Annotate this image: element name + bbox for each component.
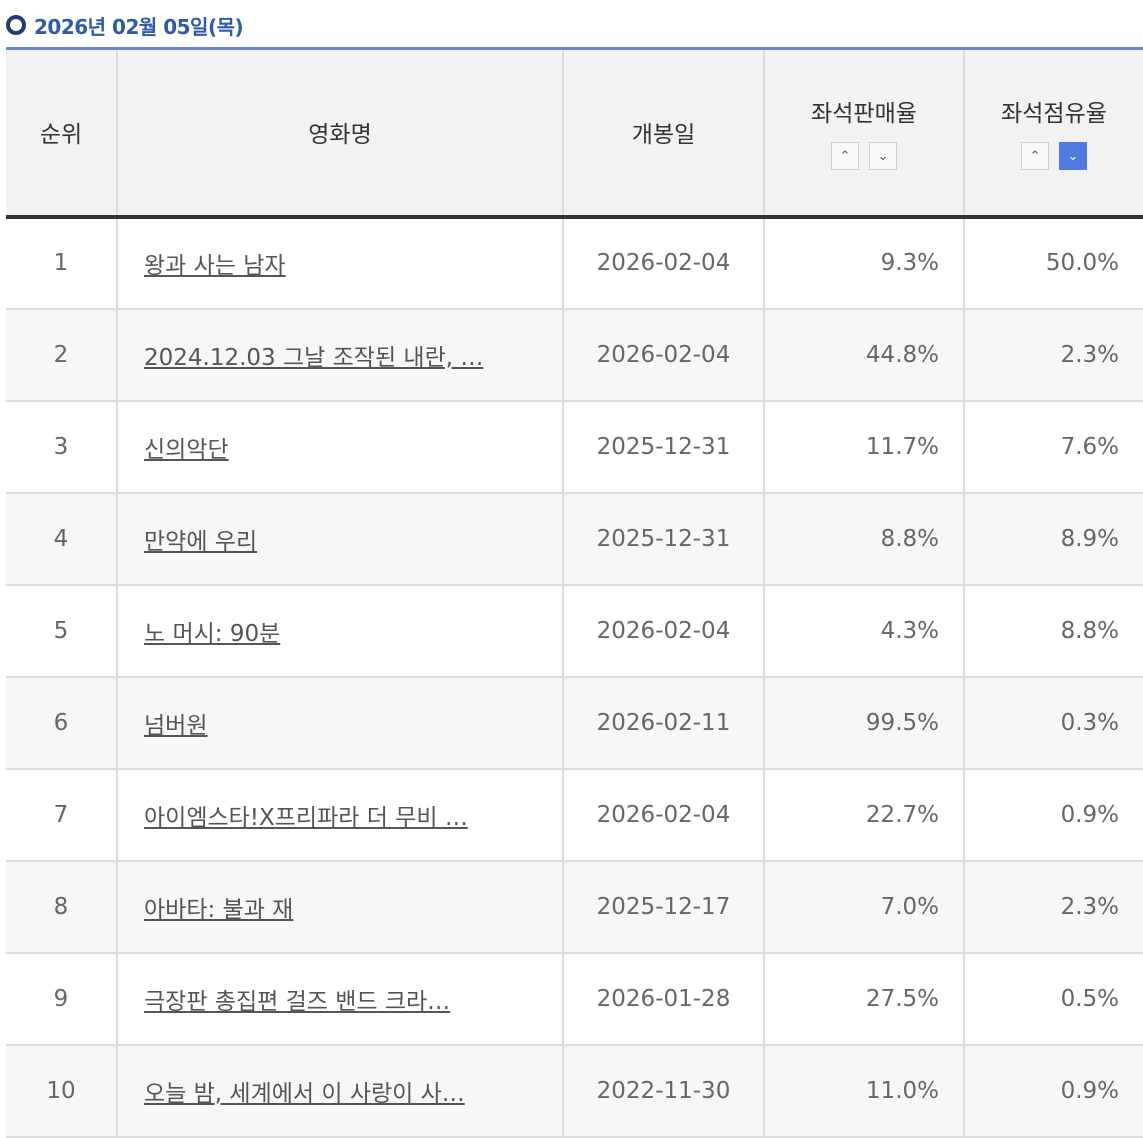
sales-sort-desc-button[interactable]: ⌄ (869, 142, 897, 171)
rank-cell: 6 (6, 676, 117, 770)
share-rate-cell: 8.9% (963, 492, 1143, 586)
column-header-release: 개봉일 (562, 47, 764, 219)
sales-rate-cell: 11.7% (763, 400, 964, 494)
rank-cell: 3 (6, 400, 117, 494)
table-row: 4 만약에 우리 2025-12-31 8.8% 8.9% (6, 492, 1143, 586)
rank-cell: 5 (6, 584, 117, 678)
sales-rate-cell: 44.8% (763, 308, 964, 402)
column-header-sales-rate: 좌석판매율 ⌃ ⌄ (763, 47, 964, 219)
movie-title-link[interactable]: 2024.12.03 그날 조작된 내란, … (144, 344, 484, 371)
movie-title-link[interactable]: 극장판 총집편 걸즈 밴드 크라… (144, 988, 451, 1015)
sales-rate-cell: 9.3% (763, 216, 964, 310)
release-date-cell: 2025-12-31 (562, 400, 764, 494)
share-sort-controls: ⌃ ⌄ (965, 142, 1143, 171)
table-header: 순위 영화명 개봉일 좌석판매율 ⌃ ⌄ 좌석점유율 ⌃ ⌄ (6, 47, 1143, 219)
table-row: 10 오늘 밤, 세계에서 이 사랑이 사… 2022-11-30 11.0% 0.9% (6, 1044, 1143, 1138)
table-row: 9 극장판 총집편 걸즈 밴드 크라… 2026-01-28 27.5% 0.5% (6, 952, 1143, 1046)
table-row: 8 아바타: 불과 재 2025-12-17 7.0% 2.3% (6, 860, 1143, 954)
movie-title-link[interactable]: 신의악단 (144, 436, 229, 463)
release-date-cell: 2025-12-31 (562, 492, 764, 586)
rank-cell: 1 (6, 216, 117, 310)
column-header-rank: 순위 (6, 47, 117, 219)
sales-rate-cell: 7.0% (763, 860, 964, 954)
rank-cell: 7 (6, 768, 117, 862)
share-rate-cell: 2.3% (963, 860, 1143, 954)
chevron-up-icon: ⌃ (839, 148, 851, 164)
sales-rate-cell: 11.0% (763, 1044, 964, 1138)
table-row: 5 노 머시: 90분 2026-02-04 4.3% 8.8% (6, 584, 1143, 678)
release-date-cell: 2025-12-17 (562, 860, 764, 954)
column-header-title: 영화명 (116, 47, 563, 219)
title-cell: 2024.12.03 그날 조작된 내란, … (116, 308, 563, 402)
rank-cell: 4 (6, 492, 117, 586)
sales-rate-cell: 8.8% (763, 492, 964, 586)
movie-title-link[interactable]: 아이엠스타!X프리파라 더 무비 … (144, 804, 468, 831)
circle-bullet-icon (6, 15, 26, 35)
sales-rate-cell: 22.7% (763, 768, 964, 862)
release-date-cell: 2026-02-04 (562, 216, 764, 310)
release-date-cell: 2026-01-28 (562, 952, 764, 1046)
title-cell: 오늘 밤, 세계에서 이 사랑이 사… (116, 1044, 563, 1138)
share-rate-cell: 7.6% (963, 400, 1143, 494)
share-sort-asc-button[interactable]: ⌃ (1021, 142, 1049, 171)
ranking-table: 순위 영화명 개봉일 좌석판매율 ⌃ ⌄ 좌석점유율 ⌃ ⌄ (6, 47, 1143, 1138)
release-date-cell: 2026-02-04 (562, 584, 764, 678)
chevron-up-icon: ⌃ (1029, 148, 1041, 164)
sales-sort-controls: ⌃ ⌄ (765, 142, 963, 171)
share-rate-cell: 0.5% (963, 952, 1143, 1046)
movie-title-link[interactable]: 노 머시: 90분 (144, 620, 281, 647)
release-date-cell: 2026-02-04 (562, 768, 764, 862)
sales-sort-asc-button[interactable]: ⌃ (831, 142, 859, 171)
share-rate-cell: 0.9% (963, 1044, 1143, 1138)
movie-title-link[interactable]: 아바타: 불과 재 (144, 896, 294, 923)
chevron-down-icon: ⌄ (1067, 148, 1079, 164)
rank-cell: 9 (6, 952, 117, 1046)
share-rate-cell: 50.0% (963, 216, 1143, 310)
title-cell: 노 머시: 90분 (116, 584, 563, 678)
release-date-cell: 2026-02-04 (562, 308, 764, 402)
table-row: 1 왕과 사는 남자 2026-02-04 9.3% 50.0% (6, 216, 1143, 310)
movie-title-link[interactable]: 만약에 우리 (144, 528, 258, 555)
release-date-cell: 2022-11-30 (562, 1044, 764, 1138)
movie-title-link[interactable]: 넘버원 (144, 712, 208, 739)
movie-title-link[interactable]: 왕과 사는 남자 (144, 253, 286, 279)
ranking-table-wrapper: 순위 영화명 개봉일 좌석판매율 ⌃ ⌄ 좌석점유율 ⌃ ⌄ (6, 47, 1143, 1138)
table-row: 3 신의악단 2025-12-31 11.7% 7.6% (6, 400, 1143, 494)
title-cell: 극장판 총집편 걸즈 밴드 크라… (116, 952, 563, 1046)
title-cell: 넘버원 (116, 676, 563, 770)
table-row: 2 2024.12.03 그날 조작된 내란, … 2026-02-04 44.8% 2… (6, 308, 1143, 402)
title-cell: 만약에 우리 (116, 492, 563, 586)
title-cell: 왕과 사는 남자 (116, 216, 563, 310)
rank-cell: 8 (6, 860, 117, 954)
share-sort-desc-button[interactable]: ⌄ (1059, 142, 1087, 171)
movie-title-link[interactable]: 오늘 밤, 세계에서 이 사랑이 사… (144, 1080, 465, 1107)
date-header: 2026년 02월 05일(목) (0, 0, 1143, 50)
share-rate-cell: 0.3% (963, 676, 1143, 770)
sales-rate-label: 좌석판매율 (811, 101, 917, 128)
column-header-share-rate: 좌석점유율 ⌃ ⌄ (963, 47, 1143, 219)
title-cell: 신의악단 (116, 400, 563, 494)
sales-rate-cell: 4.3% (763, 584, 964, 678)
sales-rate-cell: 27.5% (763, 952, 964, 1046)
share-rate-cell: 8.8% (963, 584, 1143, 678)
rank-cell: 10 (6, 1044, 117, 1138)
header-row: 순위 영화명 개봉일 좌석판매율 ⌃ ⌄ 좌석점유율 ⌃ ⌄ (6, 47, 1143, 219)
table-row: 6 넘버원 2026-02-11 99.5% 0.3% (6, 676, 1143, 770)
table-row: 7 아이엠스타!X프리파라 더 무비 … 2026-02-04 22.7% 0.9% (6, 768, 1143, 862)
table-body: 1 왕과 사는 남자 2026-02-04 9.3% 50.0% 2 2024.12.03 … (6, 216, 1143, 1138)
share-rate-label: 좌석점유율 (1001, 101, 1107, 128)
share-rate-cell: 2.3% (963, 308, 1143, 402)
release-date-cell: 2026-02-11 (562, 676, 764, 770)
title-cell: 아이엠스타!X프리파라 더 무비 … (116, 768, 563, 862)
rank-cell: 2 (6, 308, 117, 402)
sales-rate-cell: 99.5% (763, 676, 964, 770)
date-label: 2026년 02월 05일(목) (34, 14, 244, 39)
chevron-down-icon: ⌄ (877, 148, 889, 164)
share-rate-cell: 0.9% (963, 768, 1143, 862)
title-cell: 아바타: 불과 재 (116, 860, 563, 954)
